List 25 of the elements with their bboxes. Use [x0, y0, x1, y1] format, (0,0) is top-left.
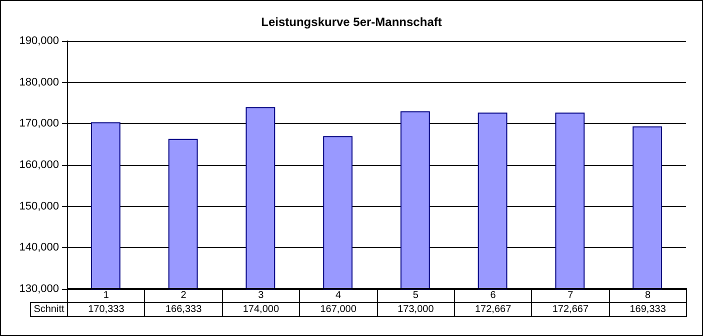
x-tick-label: 4: [300, 288, 377, 302]
x-tick-label: 6: [454, 288, 532, 302]
data-label: 174,000: [222, 302, 300, 316]
x-tick-label: 1: [68, 288, 145, 302]
y-tick-label: 170,000: [19, 118, 59, 130]
y-tick-label: 140,000: [19, 242, 59, 254]
x-tick-label: 8: [609, 288, 686, 302]
x-tick-label: 5: [377, 288, 454, 302]
data-label: 172,667: [454, 302, 532, 316]
data-label: 167,000: [300, 302, 377, 316]
y-tick-label: 130,000: [19, 283, 59, 295]
data-label: 173,000: [377, 302, 454, 316]
y-tick-label: 160,000: [19, 159, 59, 171]
x-tick-label: 2: [144, 288, 222, 302]
y-tick-label: 150,000: [19, 200, 59, 212]
y-tick-label: 190,000: [19, 35, 59, 47]
chart-title: Leistungskurve 5er-Mannschaft: [261, 15, 442, 29]
data-label: 169,333: [609, 302, 686, 316]
text: Schnitt: [30, 302, 68, 316]
data-label: 172,667: [532, 302, 610, 316]
x-tick-label: 7: [532, 288, 610, 302]
y-tick-label: 180,000: [19, 76, 59, 88]
x-tick-label: 3: [222, 288, 300, 302]
data-label: 170,333: [68, 302, 145, 316]
data-label: 166,333: [144, 302, 222, 316]
